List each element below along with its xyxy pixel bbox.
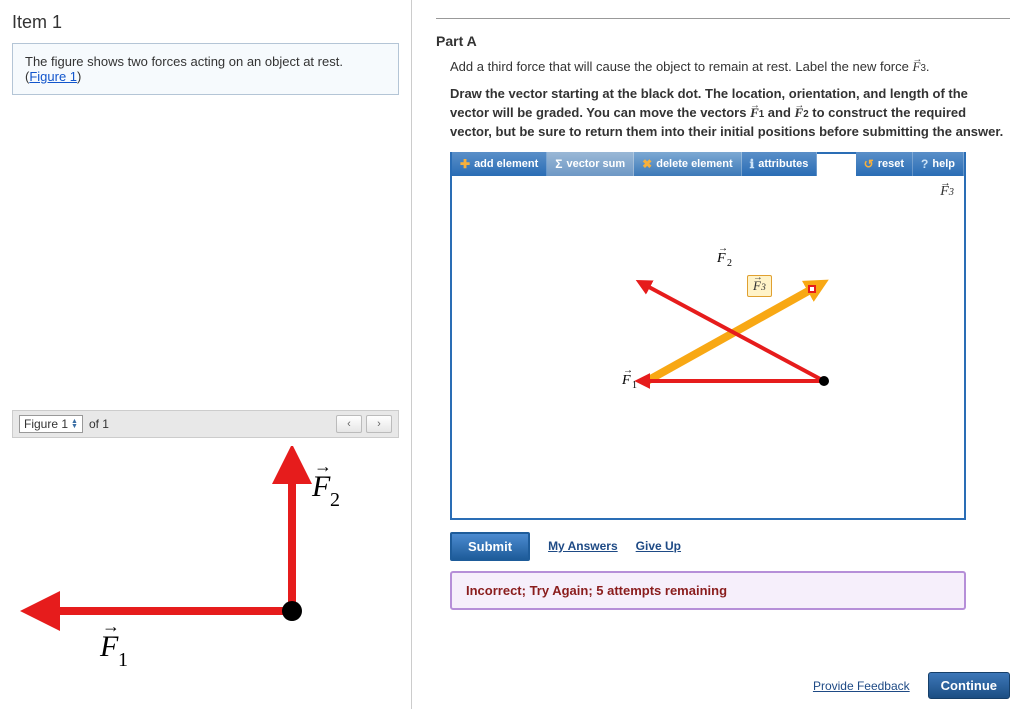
next-figure-button[interactable]: › bbox=[366, 415, 392, 433]
reset-button[interactable]: ↺reset bbox=[856, 152, 913, 176]
delete-element-button[interactable]: ✖delete element bbox=[634, 152, 741, 176]
instruction-bold: Draw the vector starting at the black do… bbox=[450, 85, 1010, 142]
feedback-message: Incorrect; Try Again; 5 attempts remaini… bbox=[450, 571, 966, 610]
prev-figure-button[interactable]: ‹ bbox=[336, 415, 362, 433]
palette-f3-label[interactable]: →F3 bbox=[940, 184, 954, 200]
description-text: The figure shows two forces acting on an… bbox=[25, 54, 343, 69]
svg-text:1: 1 bbox=[118, 649, 128, 671]
vector-sum-button[interactable]: Σvector sum bbox=[547, 152, 634, 176]
figure-diagram: F→1F→2 bbox=[12, 446, 399, 709]
svg-text:→: → bbox=[314, 456, 332, 476]
svg-text:2: 2 bbox=[330, 489, 340, 511]
figure-select-label: Figure 1 bbox=[24, 417, 68, 431]
svg-text:→: → bbox=[623, 365, 633, 376]
item-title: Item 1 bbox=[12, 12, 399, 33]
f3-chip[interactable]: →F3 bbox=[747, 275, 772, 297]
svg-text:→: → bbox=[102, 616, 120, 636]
svg-text:2: 2 bbox=[727, 258, 732, 269]
figure-select[interactable]: Figure 1 ▲▼ bbox=[19, 415, 83, 433]
continue-button[interactable]: Continue bbox=[928, 672, 1010, 699]
give-up-link[interactable]: Give Up bbox=[636, 539, 681, 553]
instruction-text: Add a third force that will cause the ob… bbox=[450, 59, 1010, 75]
problem-description: The figure shows two forces acting on an… bbox=[12, 43, 399, 95]
my-answers-link[interactable]: My Answers bbox=[548, 539, 618, 553]
submit-row: Submit My Answers Give Up bbox=[450, 532, 1010, 561]
left-panel: Item 1 The figure shows two forces actin… bbox=[0, 0, 412, 709]
attributes-button[interactable]: ℹattributes bbox=[742, 152, 818, 176]
help-button[interactable]: ?help bbox=[913, 152, 964, 176]
figure-link[interactable]: Figure 1 bbox=[29, 69, 77, 84]
svg-text:→: → bbox=[718, 243, 728, 254]
widget-toolbar: ✚add element Σvector sum ✖delete element… bbox=[452, 152, 964, 176]
add-element-button[interactable]: ✚add element bbox=[452, 152, 547, 176]
footer: Provide Feedback Continue bbox=[436, 662, 1010, 699]
vector-drawing-widget: ✚add element Σvector sum ✖delete element… bbox=[450, 152, 966, 520]
provide-feedback-link[interactable]: Provide Feedback bbox=[813, 679, 910, 693]
stepper-icon: ▲▼ bbox=[71, 419, 78, 429]
drawing-canvas[interactable]: F→1F→2 →F3 →F3 bbox=[452, 176, 964, 518]
submit-button[interactable]: Submit bbox=[450, 532, 530, 561]
svg-text:1: 1 bbox=[632, 380, 637, 391]
figure-navigator: Figure 1 ▲▼ of 1 ‹ › bbox=[12, 410, 399, 438]
right-panel: Part A Add a third force that will cause… bbox=[412, 0, 1024, 709]
part-title: Part A bbox=[436, 33, 1010, 49]
figure-count: of 1 bbox=[89, 417, 109, 431]
